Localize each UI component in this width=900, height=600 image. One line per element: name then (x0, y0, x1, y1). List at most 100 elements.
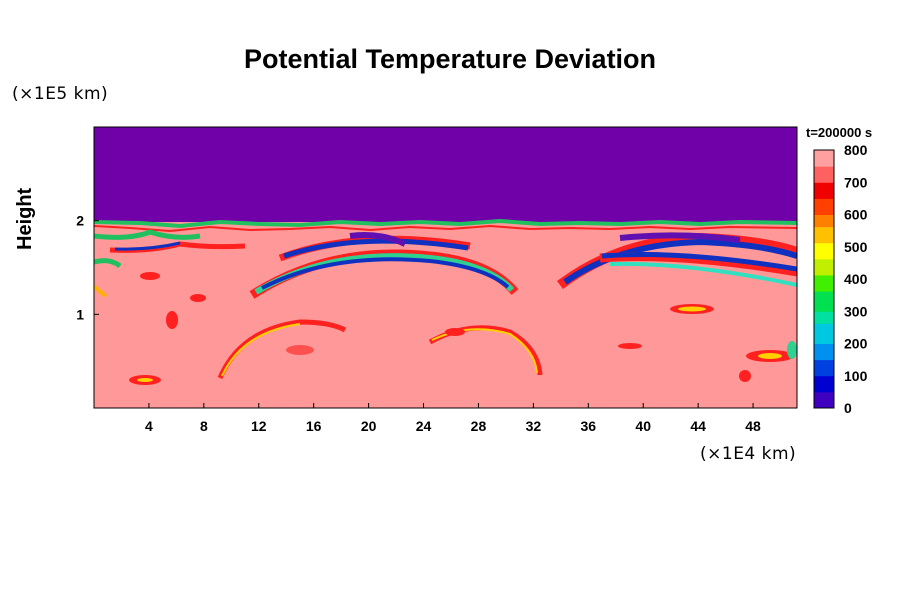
colorbar-swatch (814, 279, 834, 284)
heatmap-field (94, 127, 797, 408)
colorbar-swatch (814, 295, 834, 300)
colorbar-swatch (814, 299, 834, 304)
colorbar-swatch (814, 359, 834, 365)
x-tick-label: 32 (526, 418, 542, 434)
colorbar-swatch (814, 242, 834, 248)
colorbar-swatch (814, 291, 834, 296)
colorbar-tick-label: 600 (844, 207, 868, 223)
colorbar-swatch (814, 395, 834, 401)
colorbar-swatch (814, 214, 834, 220)
colorbar-swatch (814, 234, 834, 240)
colorbar-swatch (814, 375, 834, 381)
colorbar-swatch (814, 335, 834, 340)
colorbar-swatch (814, 311, 834, 316)
plot-frame (93, 126, 798, 409)
colorbar-swatch (814, 230, 834, 236)
colorbar-swatch (814, 158, 834, 163)
colorbar-swatch (814, 367, 834, 373)
colorbar-swatch (814, 238, 834, 244)
x-tick-label: 4 (145, 418, 153, 434)
colorbar-swatch (814, 391, 834, 397)
colorbar-tick-label: 700 (844, 174, 868, 190)
x-tick-label: 40 (635, 418, 651, 434)
colorbar-swatch (814, 162, 834, 167)
colorbar-swatch (814, 303, 834, 308)
chart-title: Potential Temperature Deviation (243, 44, 657, 74)
colorbar-swatch (814, 222, 834, 228)
colorbar-swatch (814, 210, 834, 215)
colorbar-swatch (814, 371, 834, 377)
colorbar-swatch (814, 355, 834, 361)
colorbar-swatch (814, 274, 834, 280)
colorbar-swatch (814, 323, 834, 328)
colorbar-swatch (814, 178, 834, 183)
colorbar-swatch (814, 331, 834, 336)
colorbar-swatch (814, 186, 834, 191)
colorbar (813, 149, 835, 409)
y-tick-label: 2 (76, 213, 84, 229)
interface-band (94, 218, 797, 229)
colorbar-swatch (814, 262, 834, 268)
colorbar-swatch (814, 403, 834, 409)
colorbar-swatch (814, 270, 834, 276)
colorbar-swatch (814, 198, 834, 203)
y-tick-labels: 12 (76, 213, 99, 322)
x-tick-label: 12 (251, 418, 267, 434)
colorbar-swatch (814, 258, 834, 264)
y-unit-label: (×1E5 km) (12, 84, 109, 104)
colorbar-swatch (814, 170, 834, 175)
colorbar-swatch (814, 166, 834, 171)
x-tick-label: 44 (690, 418, 706, 434)
colorbar-swatch (814, 218, 834, 224)
colorbar-tick-label: 500 (844, 239, 868, 255)
colorbar-swatch (814, 250, 834, 256)
colorbar-swatch (814, 363, 834, 369)
x-unit-label: (×1E4 km) (700, 444, 797, 464)
colorbar-swatch (814, 226, 834, 232)
colorbar-swatch (814, 319, 834, 324)
lower-layer (94, 222, 797, 408)
colorbar-swatch (814, 379, 834, 385)
upper-layer (94, 127, 797, 222)
colorbar-tick-label: 300 (844, 303, 868, 319)
colorbar-swatch (814, 154, 834, 159)
arc-lower-1 (217, 319, 347, 379)
colorbar-swatch (814, 327, 834, 332)
colorbar-swatch (814, 351, 834, 357)
colorbar-swatch (814, 190, 834, 195)
y-tick-label: 1 (76, 306, 84, 322)
colorbar-swatch (814, 283, 834, 288)
colorbar-swatch (814, 307, 834, 312)
colorbar-tick-label: 100 (844, 368, 868, 384)
colorbar-tick-label: 0 (844, 400, 852, 416)
colorbar-swatch (814, 387, 834, 393)
colorbar-swatch (814, 399, 834, 405)
x-tick-label: 48 (745, 418, 761, 434)
colorbar-swatch (814, 246, 834, 252)
colorbar-swatch (814, 206, 834, 211)
colorbar-swatch (814, 287, 834, 292)
x-tick-label: 24 (416, 418, 432, 434)
colorbar-tick-labels: 0 100 200 300 400 500 600 700 800 (844, 142, 868, 416)
colorbar-swatch (814, 150, 834, 155)
colorbar-swatch (814, 339, 834, 344)
colorbar-tick-label: 800 (844, 142, 868, 158)
colorbar-swatch (814, 174, 834, 179)
colorbar-tick-label: 200 (844, 336, 868, 352)
x-tick-label: 8 (200, 418, 208, 434)
x-tick-label: 20 (361, 418, 377, 434)
x-tick-label: 28 (471, 418, 487, 434)
colorbar-swatch (814, 266, 834, 272)
colorbar-frame (813, 149, 835, 409)
x-tick-labels: 4 8 12 16 20 24 28 32 36 40 44 48 (145, 403, 761, 434)
colorbar-swatch (814, 254, 834, 260)
colorbar-swatch (814, 194, 834, 199)
x-tick-label: 36 (581, 418, 597, 434)
colorbar-swatch (814, 315, 834, 320)
colorbar-swatch (814, 343, 834, 349)
colorbar-tick-label: 400 (844, 271, 868, 287)
x-tick-label: 16 (306, 418, 322, 434)
colorbar-swatch (814, 347, 834, 353)
colorbar-swatch (814, 182, 834, 187)
